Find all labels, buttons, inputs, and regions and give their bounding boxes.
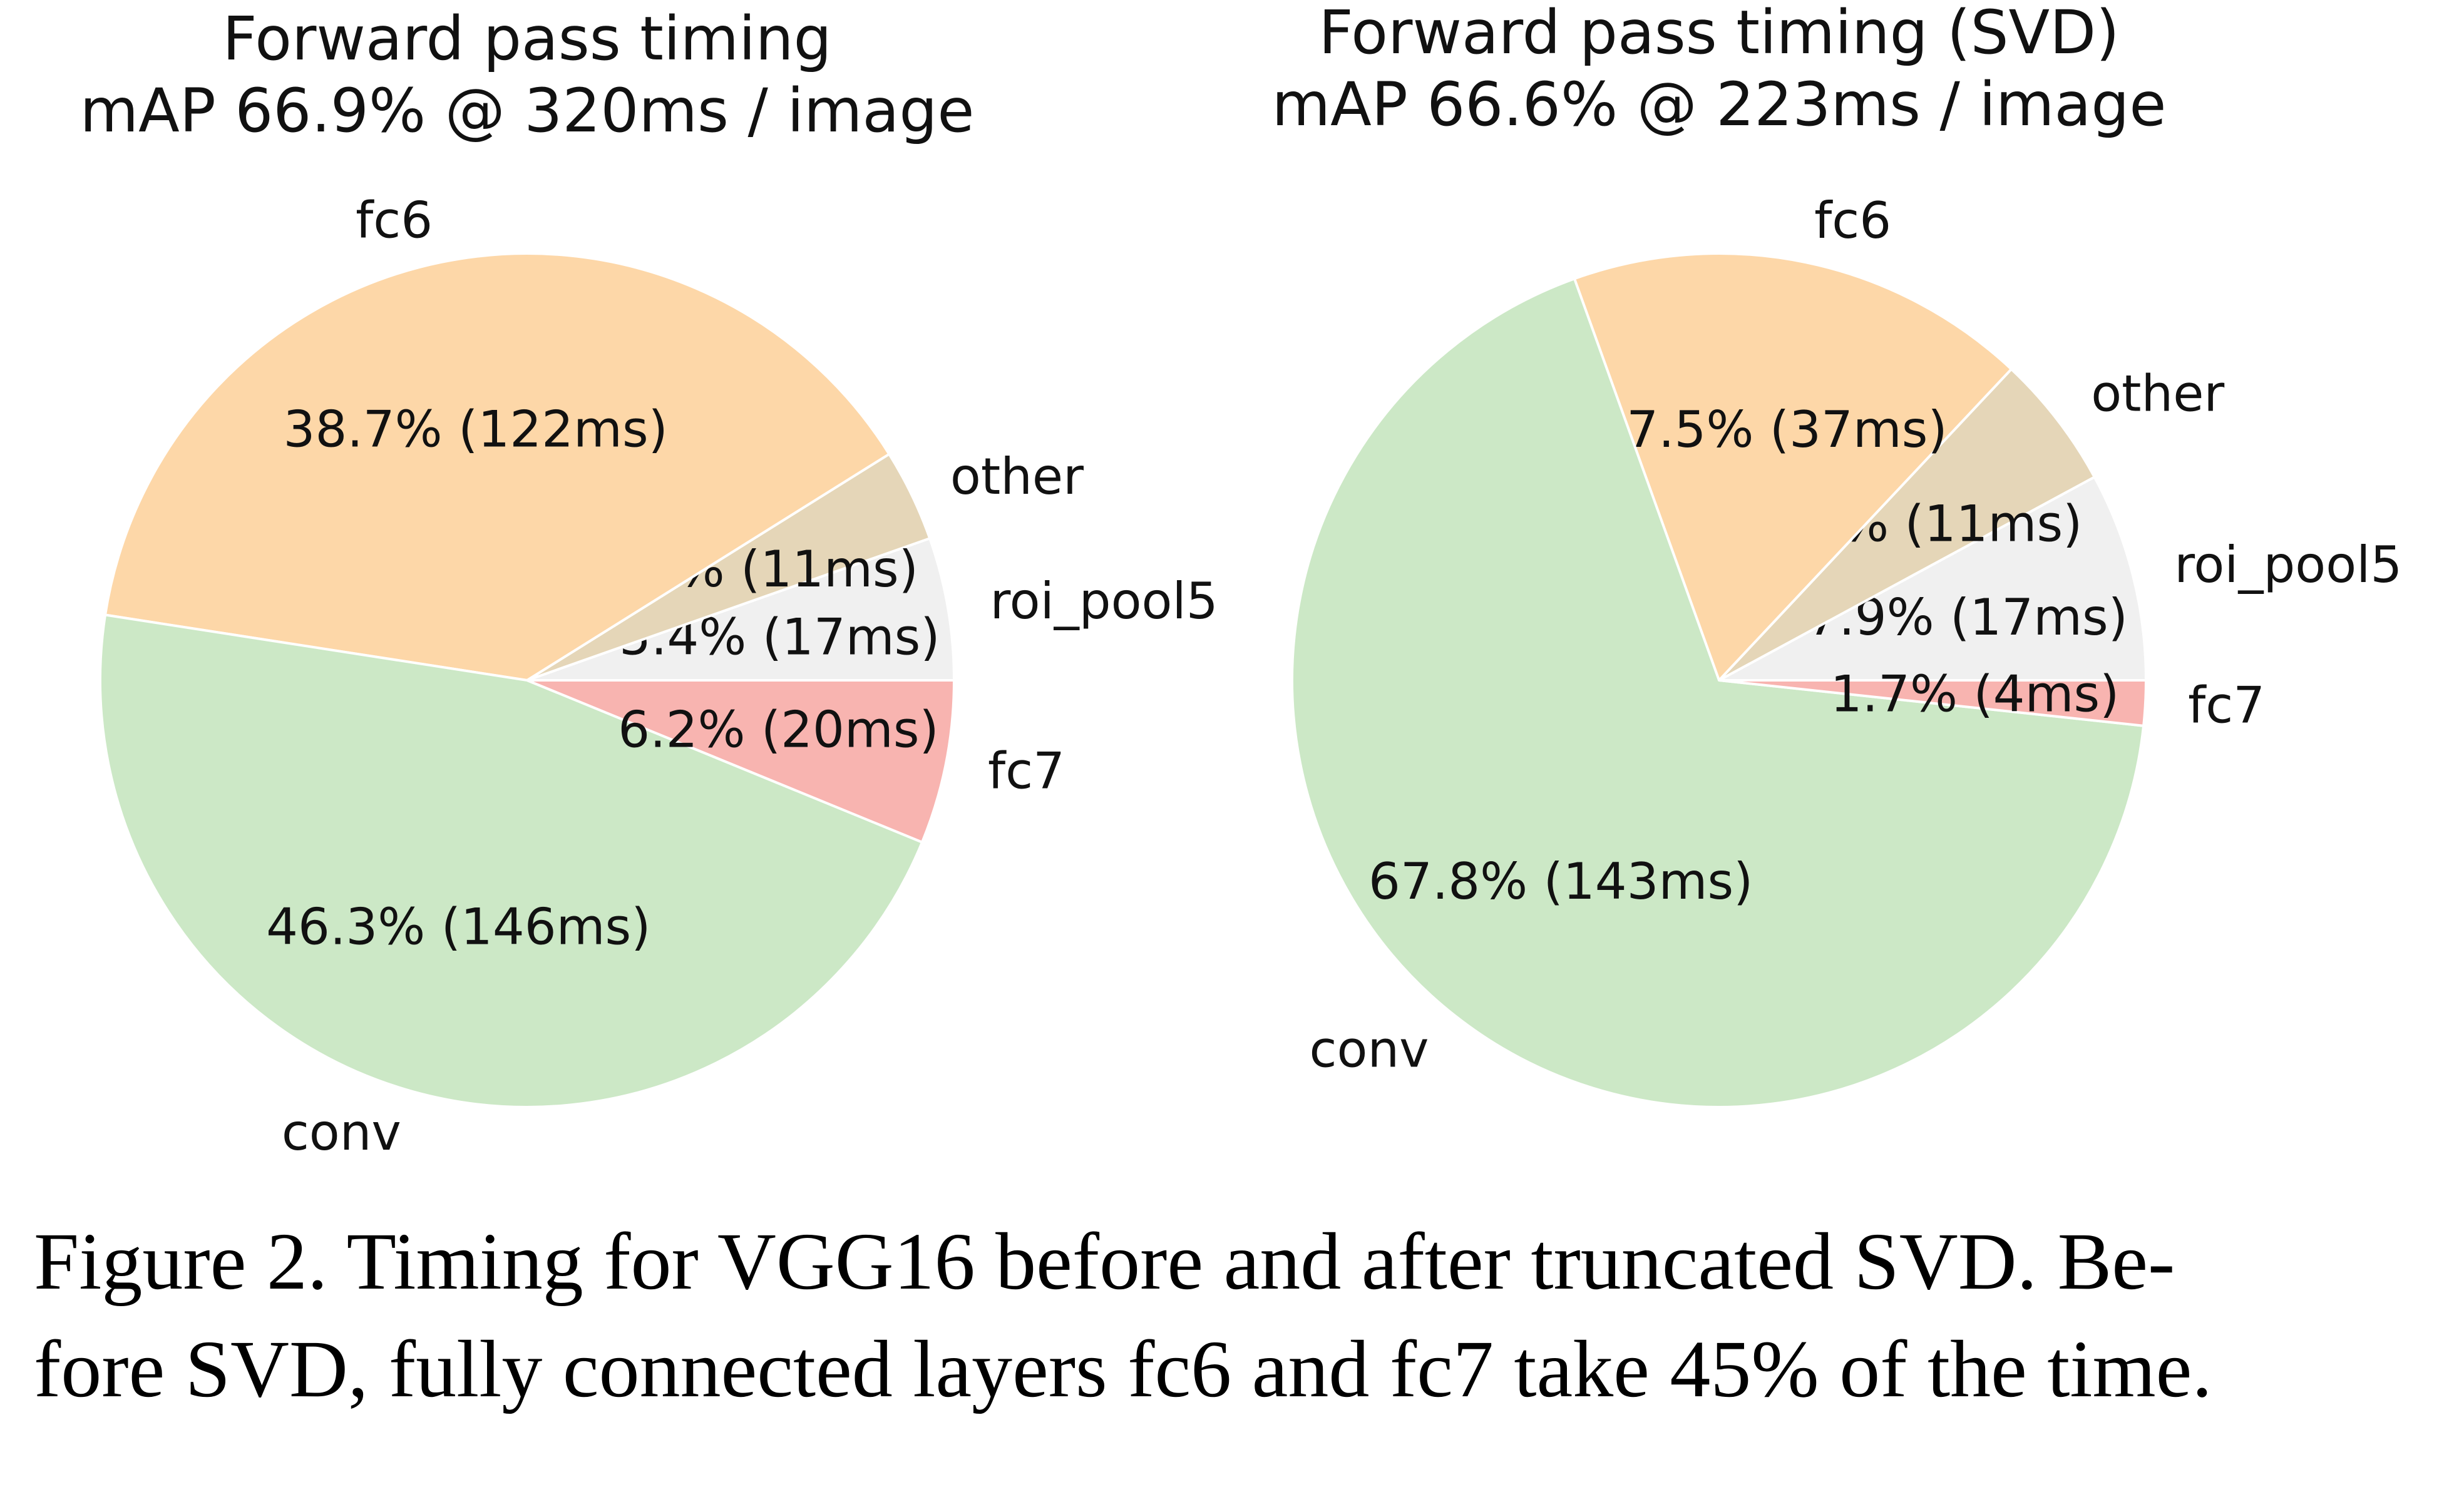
chart-2-title: Forward pass timing (SVD) bbox=[1318, 0, 2119, 68]
slice-label-roi-pool5: roi_pool5 bbox=[990, 572, 1218, 630]
slice-label-other: other bbox=[950, 447, 1084, 506]
pie-charts: Forward pass timing mAP 66.9% @ 320ms / … bbox=[80, 0, 2403, 1162]
slice-label-other: other bbox=[2091, 365, 2224, 423]
slice-label-fc7: fc7 bbox=[988, 742, 1065, 800]
pie-slice-fc6 bbox=[1573, 252, 2013, 682]
pie-slice-roi-pool5 bbox=[1718, 476, 2147, 682]
slice-value-conv: 67.8% (143ms) bbox=[1368, 852, 1753, 911]
pie-slice-fc6 bbox=[104, 252, 891, 682]
slice-value-fc7: 1.7% (4ms) bbox=[1830, 665, 2120, 723]
caption-line-1: Figure 2. Timing for VGG16 before and af… bbox=[34, 1217, 2175, 1307]
figure-caption: Figure 2. Timing for VGG16 before and af… bbox=[34, 1208, 2438, 1423]
chart-1-subtitle: mAP 66.9% @ 320ms / image bbox=[80, 76, 975, 146]
slice-value-fc7: 6.2% (20ms) bbox=[618, 701, 939, 759]
slice-value-fc6: 17.5% (37ms) bbox=[1594, 401, 1947, 459]
pie-slice-other bbox=[1718, 367, 2096, 682]
slice-value-fc6: 38.7% (122ms) bbox=[284, 401, 668, 459]
pie-slice-conv bbox=[1291, 277, 2145, 1109]
slice-label-roi-pool5: roi_pool5 bbox=[2174, 536, 2402, 594]
pie-slice-roi-pool5 bbox=[526, 537, 955, 682]
pie-slice-fc7 bbox=[1718, 679, 2147, 727]
slice-label-fc6: fc6 bbox=[356, 192, 433, 250]
caption-line-2: fore SVD, fully connected layers fc6 and… bbox=[34, 1324, 2212, 1414]
slice-label-fc6: fc6 bbox=[1814, 192, 1891, 250]
slice-value-conv: 46.3% (146ms) bbox=[266, 898, 650, 956]
slice-label-conv: conv bbox=[1310, 1020, 1429, 1078]
pie-slice-fc7 bbox=[526, 679, 955, 844]
chart-2-subtitle: mAP 66.6% @ 223ms / image bbox=[1272, 69, 2167, 140]
pie-slice-conv bbox=[99, 613, 923, 1108]
slice-label-conv: conv bbox=[282, 1103, 401, 1162]
chart-1-title: Forward pass timing bbox=[222, 4, 831, 74]
slice-label-fc7: fc7 bbox=[2188, 677, 2265, 735]
